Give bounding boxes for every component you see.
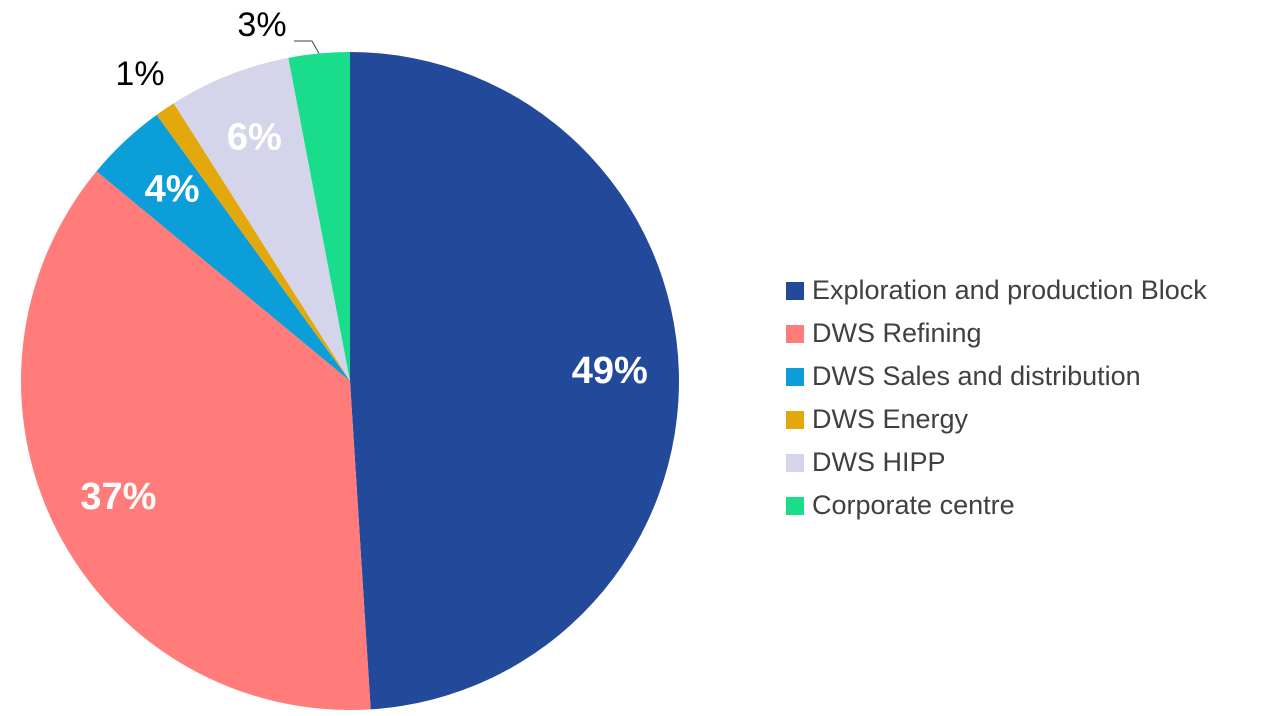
- legend-label: DWS Energy: [812, 404, 969, 434]
- legend-label: DWS Refining: [812, 318, 982, 348]
- legend-swatch: [786, 282, 804, 300]
- pie-slice: [96, 114, 350, 382]
- data-label: 49%: [572, 350, 648, 392]
- legend-label: DWS HIPP: [812, 447, 946, 477]
- legend-label: DWS Sales and distribution: [812, 361, 1141, 391]
- leader-line: [294, 40, 320, 54]
- legend-label: Exploration and production Block: [812, 275, 1207, 305]
- legend-swatch: [786, 325, 804, 343]
- legend-label: Corporate centre: [812, 490, 1015, 520]
- pie-slice: [173, 57, 350, 382]
- legend-swatch: [786, 497, 804, 515]
- data-label: 6%: [227, 116, 282, 158]
- pie-slice: [288, 52, 350, 381]
- data-label: 3%: [237, 6, 286, 44]
- pie-slice: [350, 52, 679, 710]
- legend-swatch: [786, 454, 804, 472]
- data-label: 37%: [80, 476, 156, 518]
- data-label: 4%: [145, 169, 200, 211]
- pie-slice: [21, 171, 371, 711]
- legend-swatch: [786, 411, 804, 429]
- legend-swatch: [786, 368, 804, 386]
- data-label: 1%: [115, 55, 164, 93]
- pie-slice: [156, 103, 350, 381]
